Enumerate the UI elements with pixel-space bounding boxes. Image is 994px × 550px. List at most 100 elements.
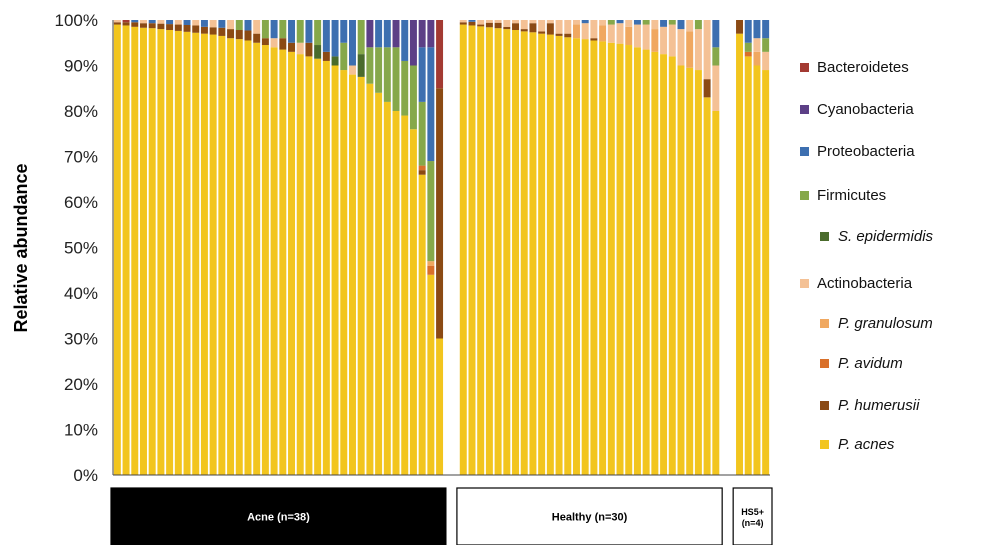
bar-segment-s-epidermidis — [331, 56, 339, 66]
bar-segment-actinobacteria — [512, 20, 520, 24]
bar-segment-p-acnes — [660, 54, 668, 476]
bar-segment-p-humerusii — [288, 42, 296, 52]
bar-segment-actinobacteria — [712, 65, 720, 111]
bar-segment-actinobacteria — [607, 24, 615, 43]
bar-segment-actinobacteria — [538, 20, 546, 32]
bar-segment-proteobacteria — [131, 20, 139, 23]
group-label-healthy-n-30: Healthy (n=30) — [552, 512, 628, 524]
bar-segment-actinobacteria — [668, 24, 676, 57]
y-tick-label: 40% — [64, 284, 98, 303]
bar-segment-cyanobacteria — [427, 20, 435, 48]
bar-segment-p-humerusii — [200, 26, 208, 34]
bar-segment-cyanobacteria — [366, 20, 374, 48]
bar-segment-p-acnes — [174, 30, 182, 475]
bar-segment-p-humerusii — [436, 88, 444, 339]
bar-segment-p-humerusii — [244, 30, 252, 41]
bar-segment-p-humerusii — [192, 25, 200, 33]
y-tick-label: 10% — [64, 421, 98, 440]
bar-segment-p-humerusii — [261, 38, 269, 46]
bar-segment-proteobacteria — [305, 20, 313, 43]
bar-segment-p-humerusii — [468, 21, 476, 26]
bar-segment-p-acnes — [288, 51, 296, 475]
bar-segment-p-humerusii — [166, 24, 174, 31]
bar-segment-proteobacteria — [218, 20, 226, 28]
bar-segment-actinobacteria — [157, 20, 165, 24]
y-tick-label: 20% — [64, 375, 98, 394]
bar-segment-p-humerusii — [555, 33, 563, 36]
bar-segment-p-acnes — [409, 129, 417, 475]
bar-segment-p-acnes — [148, 28, 156, 475]
bar-segment-p-acnes — [305, 56, 313, 476]
legend-label-s-epidermidis: S. epidermidis — [838, 228, 934, 245]
bar-segment-actinobacteria — [660, 26, 668, 55]
bar-segment-actinobacteria — [625, 20, 633, 27]
bar-segment-p-acnes — [131, 26, 139, 475]
bar-segment-s-epidermidis — [357, 54, 365, 77]
bar-segment-p-avidum — [427, 265, 435, 275]
bar-segment-p-acnes — [599, 41, 607, 475]
y-tick-label: 100% — [55, 11, 98, 30]
bar-segment-s-epidermidis — [314, 45, 322, 59]
y-tick-label: 0% — [73, 466, 98, 485]
bar-segment-p-acnes — [616, 43, 624, 475]
bar-segment-p-acnes — [564, 37, 572, 475]
bar-segment-p-acnes — [529, 32, 537, 475]
bar-segment-p-humerusii — [485, 22, 493, 28]
bar-segment-p-humerusii — [218, 27, 226, 36]
bar-segment-p-acnes — [357, 76, 365, 476]
group-label-boxes: Acne (n=38) Healthy (n=30) HS5+(n=4) — [110, 487, 773, 546]
bar-segment-p-acnes — [703, 97, 711, 475]
bar-segment-p-granulosum — [599, 25, 607, 42]
bar-segment-p-acnes — [200, 33, 208, 476]
bar-segment-bacteroidetes — [436, 20, 444, 89]
bar-segment-p-acnes — [436, 338, 444, 475]
bar-segment-p-humerusii — [235, 30, 243, 40]
bar-segment-p-acnes — [349, 74, 356, 475]
legend-label-bacteroidetes: Bacteroidetes — [817, 59, 909, 76]
bar-segment-actinobacteria — [616, 23, 624, 44]
bar-segment-p-acnes — [494, 28, 502, 475]
bar-segment-p-humerusii — [494, 22, 502, 29]
legend-label-p-humerusii: P. humerusii — [838, 397, 920, 414]
bar-segment-proteobacteria — [383, 20, 391, 48]
bar-segment-actinobacteria — [651, 20, 659, 30]
bar-segment-actinobacteria — [686, 20, 694, 32]
bar-segment-p-acnes — [166, 30, 174, 475]
bar-segment-firmicutes — [366, 47, 374, 84]
bar-segment-p-acnes — [383, 101, 391, 476]
bar-segment-p-granulosum — [753, 51, 761, 66]
bar-segment-proteobacteria — [762, 20, 770, 39]
bar-segment-p-acnes — [340, 70, 348, 476]
group-box-acne-n-38 — [110, 487, 447, 546]
bar-segment-proteobacteria — [375, 20, 383, 48]
bar-segment-actinobacteria — [494, 20, 502, 23]
bar-segment-p-humerusii — [590, 38, 598, 41]
bar-segment-p-acnes — [218, 35, 226, 476]
legend-label-proteobacteria: Proteobacteria — [817, 143, 915, 160]
bar-segment-firmicutes — [383, 47, 391, 102]
bar-segment-p-acnes — [366, 83, 374, 475]
bar-segment-p-humerusii — [418, 170, 426, 175]
bar-segment-p-acnes — [520, 31, 528, 476]
bar-segment-proteobacteria — [322, 20, 330, 52]
bar-segment-firmicutes — [668, 20, 676, 25]
bar-segment-p-humerusii — [122, 22, 130, 26]
bar-segment-proteobacteria — [340, 20, 348, 43]
bar-segment-p-acnes — [538, 33, 546, 476]
bar-segment-proteobacteria — [349, 20, 356, 66]
bar-segment-actinobacteria — [694, 29, 702, 71]
bar-segment-p-acnes — [668, 56, 676, 476]
bar-segment-p-humerusii — [113, 22, 121, 25]
legend-swatch-bacteroidetes — [800, 63, 809, 72]
legend-label-p-acnes: P. acnes — [838, 436, 895, 453]
bar-segment-p-acnes — [686, 67, 694, 476]
legend-label-firmicutes: Firmicutes — [817, 187, 886, 204]
bar-segment-actinobacteria — [192, 20, 200, 26]
bar-segment-p-humerusii — [736, 20, 744, 34]
bar-segment-firmicutes — [418, 101, 426, 166]
bar-segment-p-humerusii — [305, 42, 313, 57]
bar-segment-p-humerusii — [253, 33, 261, 43]
bar-segment-p-humerusii — [227, 29, 235, 39]
bar-segment-firmicutes — [642, 20, 650, 25]
legend-swatch-proteobacteria — [800, 147, 809, 156]
